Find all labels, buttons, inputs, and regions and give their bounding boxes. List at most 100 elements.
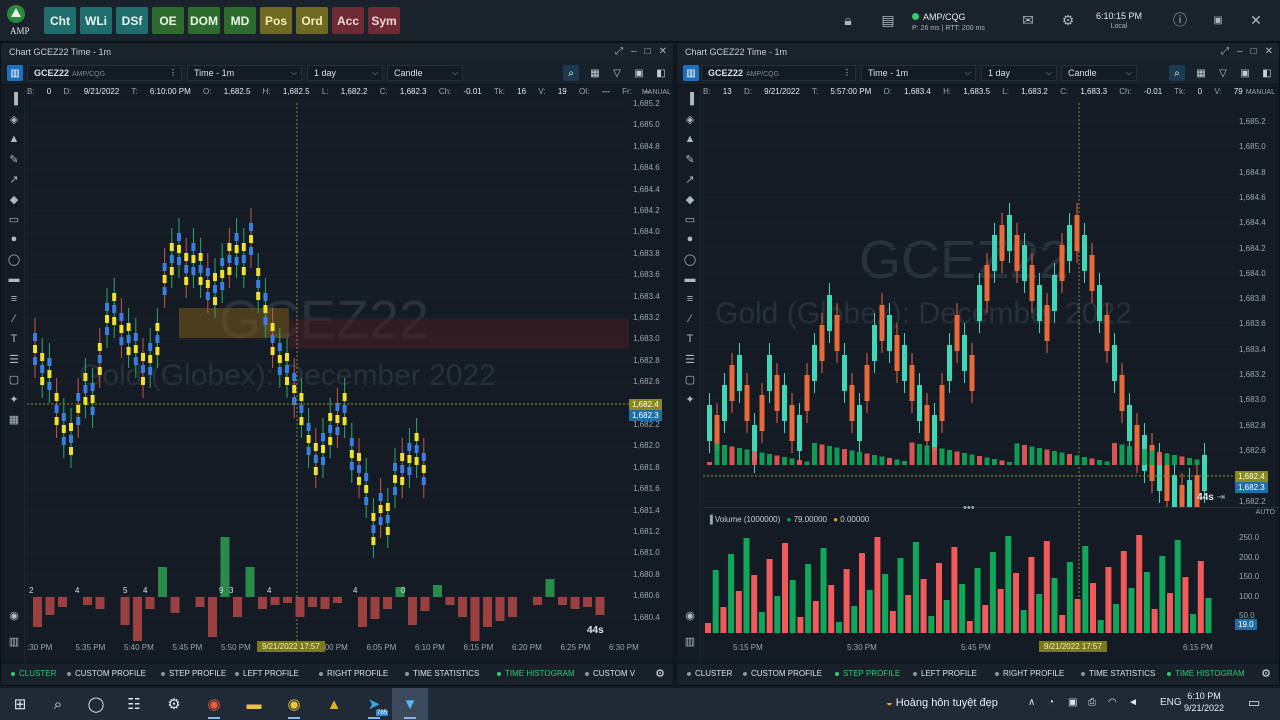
tab-custom-profile[interactable]: CUSTOM PROFILE bbox=[67, 669, 146, 678]
search-icon[interactable]: ⌕ bbox=[53, 695, 63, 713]
right-range-select[interactable]: 1 day ⌵ bbox=[981, 65, 1057, 81]
tray-app-icon[interactable]: ◔ bbox=[1048, 697, 1055, 708]
zoom-search-icon[interactable]: ⌕ bbox=[563, 65, 579, 81]
tab-left-profile[interactable]: LEFT PROFILE bbox=[913, 669, 977, 678]
dsf-button[interactable]: DSf bbox=[116, 7, 148, 34]
market-depth-button[interactable]: MD bbox=[224, 7, 256, 34]
rectangle-icon[interactable]: ▢ bbox=[8, 373, 20, 386]
minimize-icon[interactable]: – bbox=[631, 46, 637, 57]
trash-icon[interactable]: ▥ bbox=[8, 635, 20, 648]
tag-icon[interactable]: ◆ bbox=[9, 193, 19, 206]
right-charttype-select[interactable]: Candle ⌵ bbox=[1061, 65, 1137, 81]
tab-cluster[interactable]: CLUSTER bbox=[11, 669, 56, 678]
left-axis-mode[interactable]: MANUAL bbox=[641, 89, 671, 96]
trash-icon[interactable]: ▥ bbox=[684, 635, 696, 648]
printer-icon[interactable]: ⎙ bbox=[1088, 697, 1096, 708]
right-symbol-selector[interactable]: GCEZ22 AMP/CQG ⋮ bbox=[701, 65, 856, 81]
right-chart-titlebar[interactable]: Chart GCEZ22 Time - 1m ⤢ – □ ✕ bbox=[677, 43, 1279, 61]
left-range-select[interactable]: 1 day ⌵ bbox=[307, 65, 383, 81]
line-tool-icon[interactable]: ∕ bbox=[689, 313, 691, 325]
layers-icon[interactable]: ◈ bbox=[685, 113, 695, 126]
sidebar-toggle-icon[interactable]: ◧ bbox=[656, 67, 666, 79]
close-icon[interactable]: ✕ bbox=[658, 46, 667, 57]
pane-splitter[interactable]: ••• bbox=[703, 502, 1280, 514]
channel-icon[interactable]: ≡ bbox=[10, 293, 18, 305]
orders-button[interactable]: Ord bbox=[296, 7, 328, 34]
grid-icon[interactable]: ▦ bbox=[8, 413, 20, 426]
tab-right-profile[interactable]: RIGHT PROFILE bbox=[319, 669, 388, 678]
calculator-icon[interactable]: ▦ bbox=[590, 67, 600, 79]
right-volume-axis[interactable]: AUTO 250.0 200.0 150.0 100.0 50.0 19.0 bbox=[1235, 509, 1280, 633]
fib-icon[interactable]: ☰ bbox=[685, 353, 695, 366]
ellipse-icon[interactable]: ◯ bbox=[683, 253, 697, 266]
tab-time-histogram[interactable]: TIME HISTOGRAM bbox=[1167, 669, 1245, 678]
chart-settings-gear-icon[interactable]: ⚙ bbox=[655, 668, 665, 680]
help-icon[interactable]: ⓘ bbox=[1173, 12, 1187, 28]
left-chart-plot[interactable]: GCEZ22 Gold (Globex): December 2022 2454… bbox=[27, 103, 629, 641]
pin-icon[interactable]: ● bbox=[686, 233, 694, 245]
maximize-icon[interactable]: □ bbox=[1250, 46, 1257, 57]
watchlist-button[interactable]: WLi bbox=[80, 7, 112, 34]
right-axis-mode[interactable]: MANUAL bbox=[1245, 89, 1275, 96]
cart-icon[interactable]: ▣ bbox=[1213, 14, 1223, 26]
right-chart-plot[interactable]: GCEZ22 Gold (Globex): December 2022 44s … bbox=[703, 103, 1235, 507]
magic-icon[interactable]: ✦ bbox=[685, 393, 695, 406]
amp-app-icon[interactable]: ▼ bbox=[392, 688, 428, 720]
ellipse-icon[interactable]: ◯ bbox=[7, 253, 21, 266]
alert-bell-icon[interactable]: ▲ bbox=[684, 133, 696, 145]
bars-icon[interactable]: ▐ bbox=[10, 93, 18, 105]
scroll-right-icon[interactable]: ⇥ bbox=[1216, 492, 1225, 503]
tab-time-statistics[interactable]: TIME STATISTICS bbox=[1081, 669, 1155, 678]
task-view-icon[interactable]: ☷ bbox=[127, 696, 141, 713]
chrome-profile-icon[interactable]: ◉ bbox=[276, 688, 312, 720]
left-timeframe-select[interactable]: Time - 1m ⌵ bbox=[187, 65, 302, 81]
ruler-icon[interactable]: ▬ bbox=[8, 273, 20, 285]
sidebar-toggle-icon[interactable]: ◧ bbox=[1262, 67, 1272, 79]
language-indicator[interactable]: ENG bbox=[1160, 697, 1182, 708]
weather-widget[interactable]: ◒ Hoàng hôn tuyệt đẹp bbox=[886, 697, 998, 709]
gear-icon[interactable]: ⚙ bbox=[1061, 11, 1075, 28]
trading-app-icon[interactable]: ▲ bbox=[326, 695, 342, 713]
right-volume-pane[interactable] bbox=[703, 511, 1235, 633]
maximize-icon[interactable]: □ bbox=[644, 46, 651, 57]
splitter-handle-icon[interactable]: ••• bbox=[963, 502, 975, 514]
left-chart-titlebar[interactable]: Chart GCEZ22 Time - 1m ⤢ – □ ✕ bbox=[1, 43, 673, 61]
message-icon[interactable]: ✉ bbox=[1022, 11, 1034, 28]
accounts-button[interactable]: Acc bbox=[332, 7, 364, 34]
file-explorer-icon[interactable]: ▬ bbox=[246, 695, 262, 713]
screenshot-icon[interactable]: ▣ bbox=[1240, 67, 1250, 79]
symbols-button[interactable]: Sym bbox=[368, 7, 400, 34]
right-volume-axis-mode[interactable]: AUTO bbox=[1255, 509, 1275, 516]
tab-time-histogram[interactable]: TIME HISTOGRAM bbox=[497, 669, 575, 678]
brush-icon[interactable]: ✎ bbox=[9, 153, 19, 166]
eye-icon[interactable]: ◉ bbox=[9, 609, 19, 622]
text-tool-icon[interactable]: T bbox=[10, 333, 18, 345]
alert-bell-icon[interactable]: ▲ bbox=[8, 133, 20, 145]
tray-chevron-icon[interactable]: ∧ bbox=[1028, 697, 1036, 708]
text-tool-icon[interactable]: T bbox=[686, 333, 694, 345]
tab-right-profile[interactable]: RIGHT PROFILE bbox=[995, 669, 1064, 678]
notification-icon[interactable]: ▭ bbox=[1248, 695, 1261, 710]
network-icon[interactable]: ▣ bbox=[1068, 697, 1078, 708]
brush-icon[interactable]: ✎ bbox=[685, 153, 695, 166]
layers-icon[interactable]: ◈ bbox=[9, 113, 19, 126]
bars-icon[interactable]: ▐ bbox=[686, 93, 694, 105]
tab-cluster[interactable]: CLUSTER bbox=[687, 669, 732, 678]
tab-custom-v[interactable]: CUSTOM V bbox=[585, 669, 635, 678]
template-icon[interactable]: ▽ bbox=[1219, 67, 1227, 79]
arrow-tool-icon[interactable]: ↗ bbox=[9, 173, 19, 186]
right-timeframe-select[interactable]: Time - 1m ⌵ bbox=[861, 65, 976, 81]
note-icon[interactable]: ▭ bbox=[8, 213, 20, 226]
chrome-icon[interactable]: ◉ bbox=[196, 688, 232, 720]
telegram-icon[interactable]: ➤ 785 bbox=[356, 688, 392, 720]
rectangle-icon[interactable]: ▢ bbox=[684, 373, 696, 386]
left-price-axis[interactable]: MANUAL 1,685.2 1,685.0 1,684.8 1,684.6 1,684… bbox=[629, 89, 675, 641]
right-price-axis[interactable]: MANUAL 1,685.2 1,685.0 1,684.8 1,684.6 1,684… bbox=[1235, 89, 1280, 507]
panel-toggle-icon[interactable]: ▥ bbox=[683, 65, 699, 81]
lock-icon[interactable]: 🔒︎ bbox=[844, 11, 852, 28]
dom-button[interactable]: DOM bbox=[188, 7, 220, 34]
minimize-icon[interactable]: – bbox=[1237, 46, 1243, 57]
order-entry-button[interactable]: OE bbox=[152, 7, 184, 34]
close-icon[interactable]: ✕ bbox=[1264, 46, 1273, 57]
positions-button[interactable]: Pos bbox=[260, 7, 292, 34]
